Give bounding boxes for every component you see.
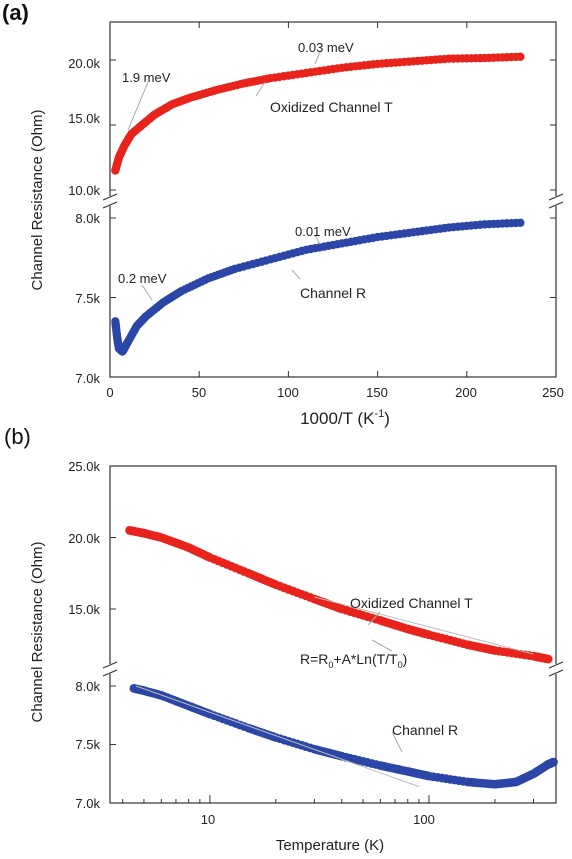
b-ann-channel-r: Channel R (392, 722, 458, 738)
a-xlabel: 1000/T (K-1) (300, 408, 390, 428)
b-xtick-1: 100 (413, 812, 435, 827)
b-axis-break-right (548, 662, 563, 676)
b-ann-oxidized: Oxidized Channel T (350, 595, 473, 611)
a-ann-0-01mev: 0.01 meV (295, 224, 351, 239)
a-xtick-4: 200 (455, 385, 477, 400)
a-ann-1-9mev: 1.9 meV (122, 70, 171, 85)
b-lower-ytick-2: 8.0k (75, 679, 100, 694)
b-lower-ytick-0: 7.0k (75, 796, 100, 811)
b-axis-break-left (103, 662, 118, 676)
a-xtick-1: 50 (192, 385, 206, 400)
b-xtick-0: 10 (201, 812, 215, 827)
a-lower-ytick-1: 7.5k (75, 291, 100, 306)
b-xlabel: Temperature (K) (276, 837, 384, 854)
a-upper-ytick-1: 15.0k (68, 111, 100, 126)
a-xtick-0: 0 (106, 385, 113, 400)
a-xlabel-end: ) (384, 409, 390, 428)
a-xlabel-sup: -1 (374, 408, 384, 420)
a-axis-break-left (103, 194, 118, 208)
a-point-red (516, 53, 524, 61)
a-upper-ytick-0: 10.0k (68, 183, 100, 198)
b-upper-ytick-1: 20.0k (68, 531, 100, 546)
b-ylabel: Channel Resistance (Ohm) (29, 542, 46, 723)
a-upper-ytick-2: 20.0k (68, 56, 100, 71)
b-ann-line-2 (372, 640, 392, 651)
b-upper-ytick-2: 25.0k (68, 459, 100, 474)
chart-b: 15.0k 20.0k 25.0k 7.0k 7.5k 8.0k 10 100 … (29, 459, 563, 854)
a-ann-line-6 (292, 270, 300, 279)
b-formula-end: ) (403, 651, 408, 667)
a-lower-ytick-2: 8.0k (75, 211, 100, 226)
b-upper-ytick-0: 15.0k (68, 602, 100, 617)
a-xtick-5: 250 (542, 385, 564, 400)
a-ylabel: Channel Resistance (Ohm) (29, 110, 46, 291)
a-xtick-2: 100 (277, 385, 299, 400)
a-lower-ytick-0: 7.0k (75, 371, 100, 386)
a-ann-0-03mev: 0.03 meV (298, 40, 354, 55)
chart-a-frame (110, 22, 556, 377)
b-point-blue (549, 758, 558, 767)
a-ann-channel-r: Channel R (300, 285, 366, 301)
chart-a: 10.0k 15.0k 20.0k 7.0k 7.5k 8.0k 0 50 10… (29, 22, 564, 428)
a-point-blue (516, 219, 524, 227)
a-ann-line-4 (142, 285, 152, 300)
a-xtick-3: 150 (366, 385, 388, 400)
b-fit-line-blue (136, 686, 419, 787)
b-ann-formula: R=R0+A*Ln(T/T0) (300, 651, 407, 670)
a-ann-oxidized: Oxidized Channel T (270, 99, 393, 115)
b-series-blue (130, 684, 558, 789)
a-axis-break-right (548, 194, 563, 208)
b-point-red (544, 655, 553, 664)
a-ann-0-2mev: 0.2 meV (118, 271, 167, 286)
b-lower-ytick-1: 7.5k (75, 737, 100, 752)
b-formula-mid: +A*Ln(T/T (333, 651, 398, 667)
